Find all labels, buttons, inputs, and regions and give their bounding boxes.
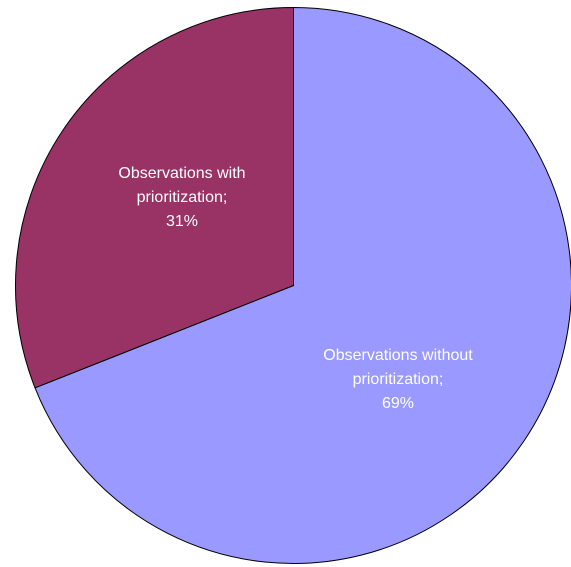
- slice-label-1: Observations without prioritization; 69%: [323, 347, 473, 412]
- slice-label-line: 69%: [382, 395, 414, 412]
- slice-label-line: Observations without: [323, 347, 473, 364]
- pie-slice-1: [34, 6, 571, 564]
- pie-slice-2: [15, 6, 294, 389]
- pie-slices: [15, 6, 571, 564]
- slice-label-line: 31%: [166, 213, 198, 230]
- pie-labels: Observations without prioritization; 69%Ob…: [118, 165, 473, 412]
- slice-label-2: Observations with prioritization; 31%: [118, 165, 245, 230]
- slice-label-line: Observations with: [118, 165, 245, 182]
- slice-label-line: prioritization;: [353, 371, 444, 388]
- slice-label-line: prioritization;: [137, 189, 228, 206]
